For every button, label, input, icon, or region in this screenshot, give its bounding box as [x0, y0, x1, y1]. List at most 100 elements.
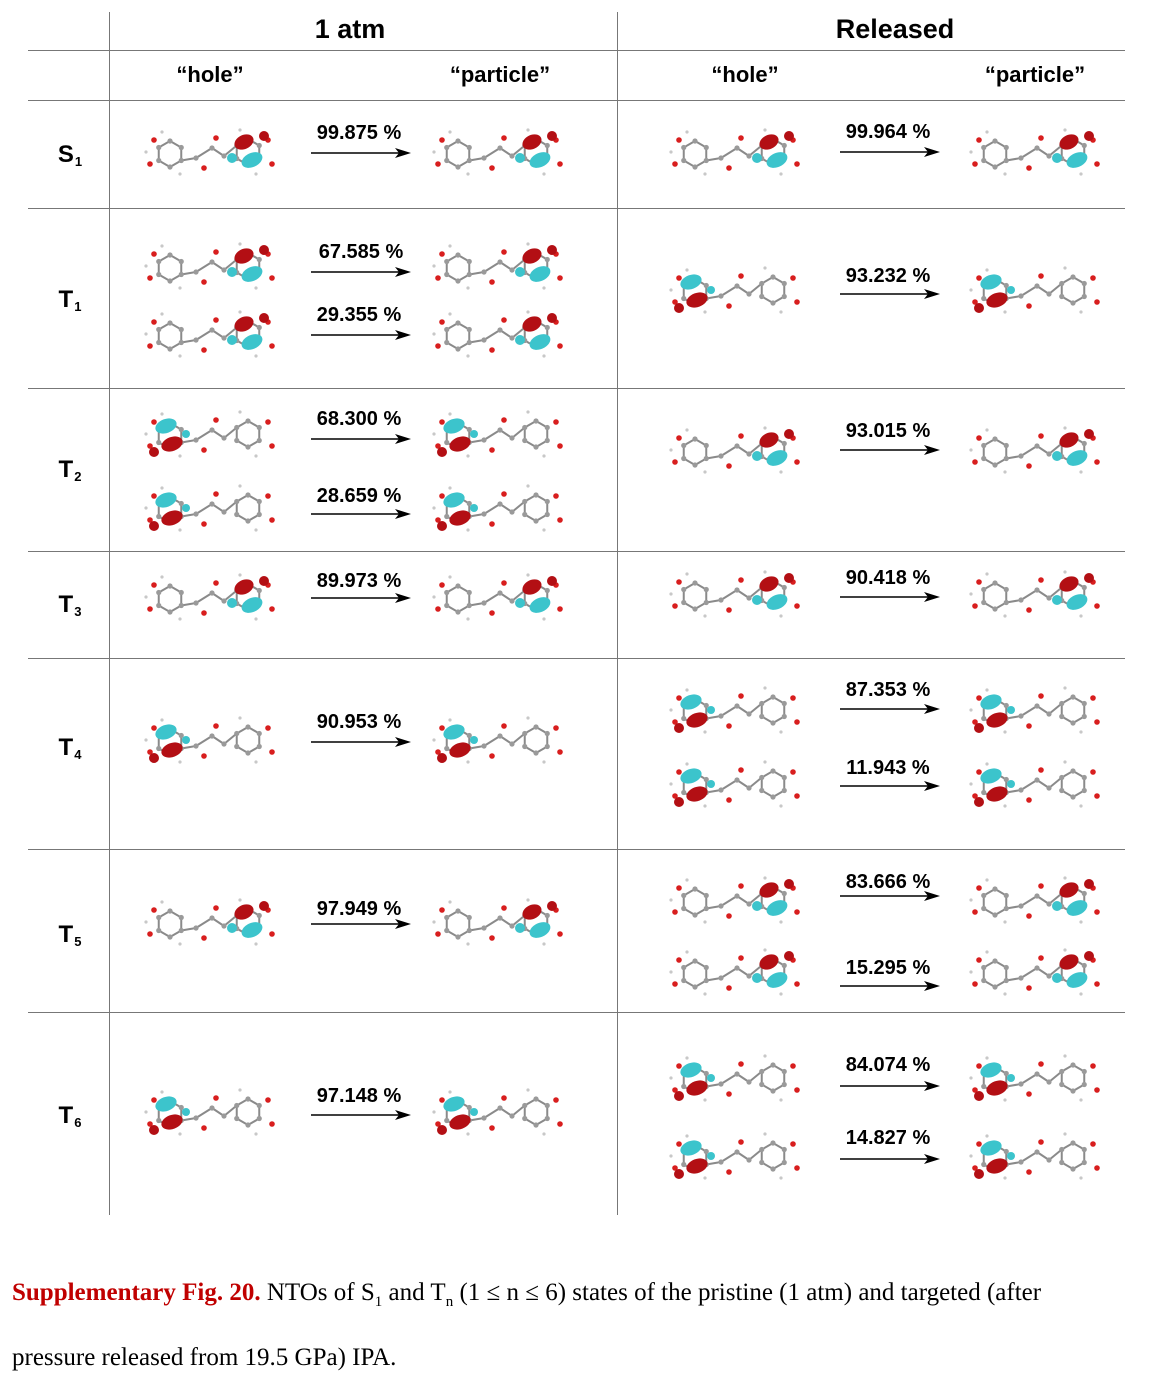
state-label-t6: T6 [58, 1102, 82, 1130]
table-hline-header [28, 100, 1125, 101]
molecule-particle [432, 410, 563, 458]
caption-label: Supplementary Fig. 20. [12, 1279, 261, 1306]
molecule-particle [969, 128, 1100, 176]
pct-t2-1atm-b: 28.659 % [316, 485, 402, 507]
subheader-hole-released: “hole” [711, 62, 779, 87]
molecule-particle [969, 686, 1100, 734]
molecule-hole [144, 410, 275, 458]
state-label-t3: T3 [58, 591, 82, 619]
caption-text-1: NTOs of S [260, 1279, 375, 1306]
molecule-particle [432, 128, 563, 176]
molecule-hole [144, 716, 275, 764]
table-vline-left [109, 12, 110, 1215]
pct-s1-1atm: 99.875 % [316, 122, 402, 144]
pct-t5-released-a: 83.666 % [845, 871, 931, 893]
subheader-particle-released: “particle” [984, 62, 1086, 87]
caption-text-3: (1 ≤ n ≤ 6) states of the pristine (1 at… [453, 1279, 1042, 1306]
table-hline-t3 [28, 658, 1125, 659]
subheader-particle-1atm: “particle” [449, 62, 551, 87]
pct-t1-1atm-b: 29.355 % [316, 304, 402, 326]
caption-sub-1: 1 [374, 1294, 383, 1310]
transition-arrow [840, 289, 940, 299]
molecule-hole [669, 760, 800, 808]
figure-caption-line2: pressure released from 19.5 GPa) IPA. [12, 1344, 397, 1371]
molecule-particle [969, 1054, 1100, 1102]
table-vline-mid [617, 12, 618, 1215]
molecule-hole [669, 266, 800, 314]
transition-arrow [840, 445, 940, 455]
molecule-hole [144, 573, 275, 621]
table-hline-t5 [28, 1012, 1125, 1013]
molecule-hole [144, 484, 275, 532]
transition-arrow [311, 267, 411, 277]
table-hline-top [28, 50, 1125, 51]
pct-t5-1atm: 97.949 % [316, 898, 402, 920]
transition-arrow [840, 704, 940, 714]
transition-arrow [311, 593, 411, 603]
transition-arrow [840, 1154, 940, 1164]
molecule-particle [969, 266, 1100, 314]
pct-t6-1atm: 97.148 % [316, 1085, 402, 1107]
pct-t1-released: 93.232 % [845, 265, 931, 287]
table-hline-t4 [28, 849, 1125, 850]
molecule-hole [669, 1054, 800, 1102]
molecule-particle [969, 1132, 1100, 1180]
state-label-t1: T1 [58, 286, 82, 314]
molecule-particle [432, 484, 563, 532]
transition-arrow [840, 147, 940, 157]
table-hline-t2 [28, 551, 1125, 552]
pct-t5-released-b: 15.295 % [845, 957, 931, 979]
transition-arrow [311, 1110, 411, 1120]
molecule-hole [669, 686, 800, 734]
pct-t6-released-a: 84.074 % [845, 1054, 931, 1076]
molecule-hole [669, 570, 800, 618]
molecule-particle [432, 310, 563, 358]
molecule-hole [669, 1132, 800, 1180]
molecule-hole [144, 128, 275, 176]
pct-s1-released: 99.964 % [845, 121, 931, 143]
pct-t2-1atm-a: 68.300 % [316, 408, 402, 430]
state-label-t4: T4 [58, 734, 82, 762]
transition-arrow [840, 1081, 940, 1091]
pct-t3-1atm: 89.973 % [316, 570, 402, 592]
pct-t4-released-a: 87.353 % [845, 679, 931, 701]
transition-arrow [840, 981, 940, 991]
molecule-particle [432, 573, 563, 621]
transition-arrow [840, 781, 940, 791]
transition-arrow [311, 919, 411, 929]
table-hline-s1 [28, 208, 1125, 209]
transition-arrow [311, 330, 411, 340]
transition-arrow [840, 891, 940, 901]
transition-arrow [311, 509, 411, 519]
transition-arrow [840, 592, 940, 602]
pct-t2-released: 93.015 % [845, 420, 931, 442]
molecule-particle [969, 760, 1100, 808]
transition-arrow [311, 434, 411, 444]
molecule-particle [432, 898, 563, 946]
header-released: Released [835, 14, 955, 44]
figure-caption: Supplementary Fig. 20. NTOs of S1 and Tn… [12, 1276, 1162, 1319]
molecule-hole [144, 242, 275, 290]
pct-t3-released: 90.418 % [845, 567, 931, 589]
molecule-particle [969, 948, 1100, 996]
transition-arrow [311, 148, 411, 158]
molecule-particle [969, 570, 1100, 618]
molecule-particle [969, 876, 1100, 924]
table-hline-t1 [28, 388, 1125, 389]
subheader-hole-1atm: “hole” [176, 62, 244, 87]
state-label-s1: S1 [57, 141, 83, 169]
caption-sub-n: n [445, 1294, 454, 1310]
molecule-particle [432, 1088, 563, 1136]
molecule-particle [432, 716, 563, 764]
molecule-hole [669, 948, 800, 996]
molecule-hole [669, 128, 800, 176]
transition-arrow [311, 737, 411, 747]
pct-t4-released-b: 11.943 % [846, 757, 930, 779]
state-label-t2: T2 [58, 456, 82, 484]
caption-text-2: and T [382, 1279, 446, 1306]
state-label-t5: T5 [58, 921, 82, 949]
pct-t1-1atm-a: 67.585 % [318, 241, 404, 263]
molecule-hole [144, 310, 275, 358]
pct-t4-1atm: 90.953 % [316, 711, 402, 733]
molecule-hole [144, 1088, 275, 1136]
